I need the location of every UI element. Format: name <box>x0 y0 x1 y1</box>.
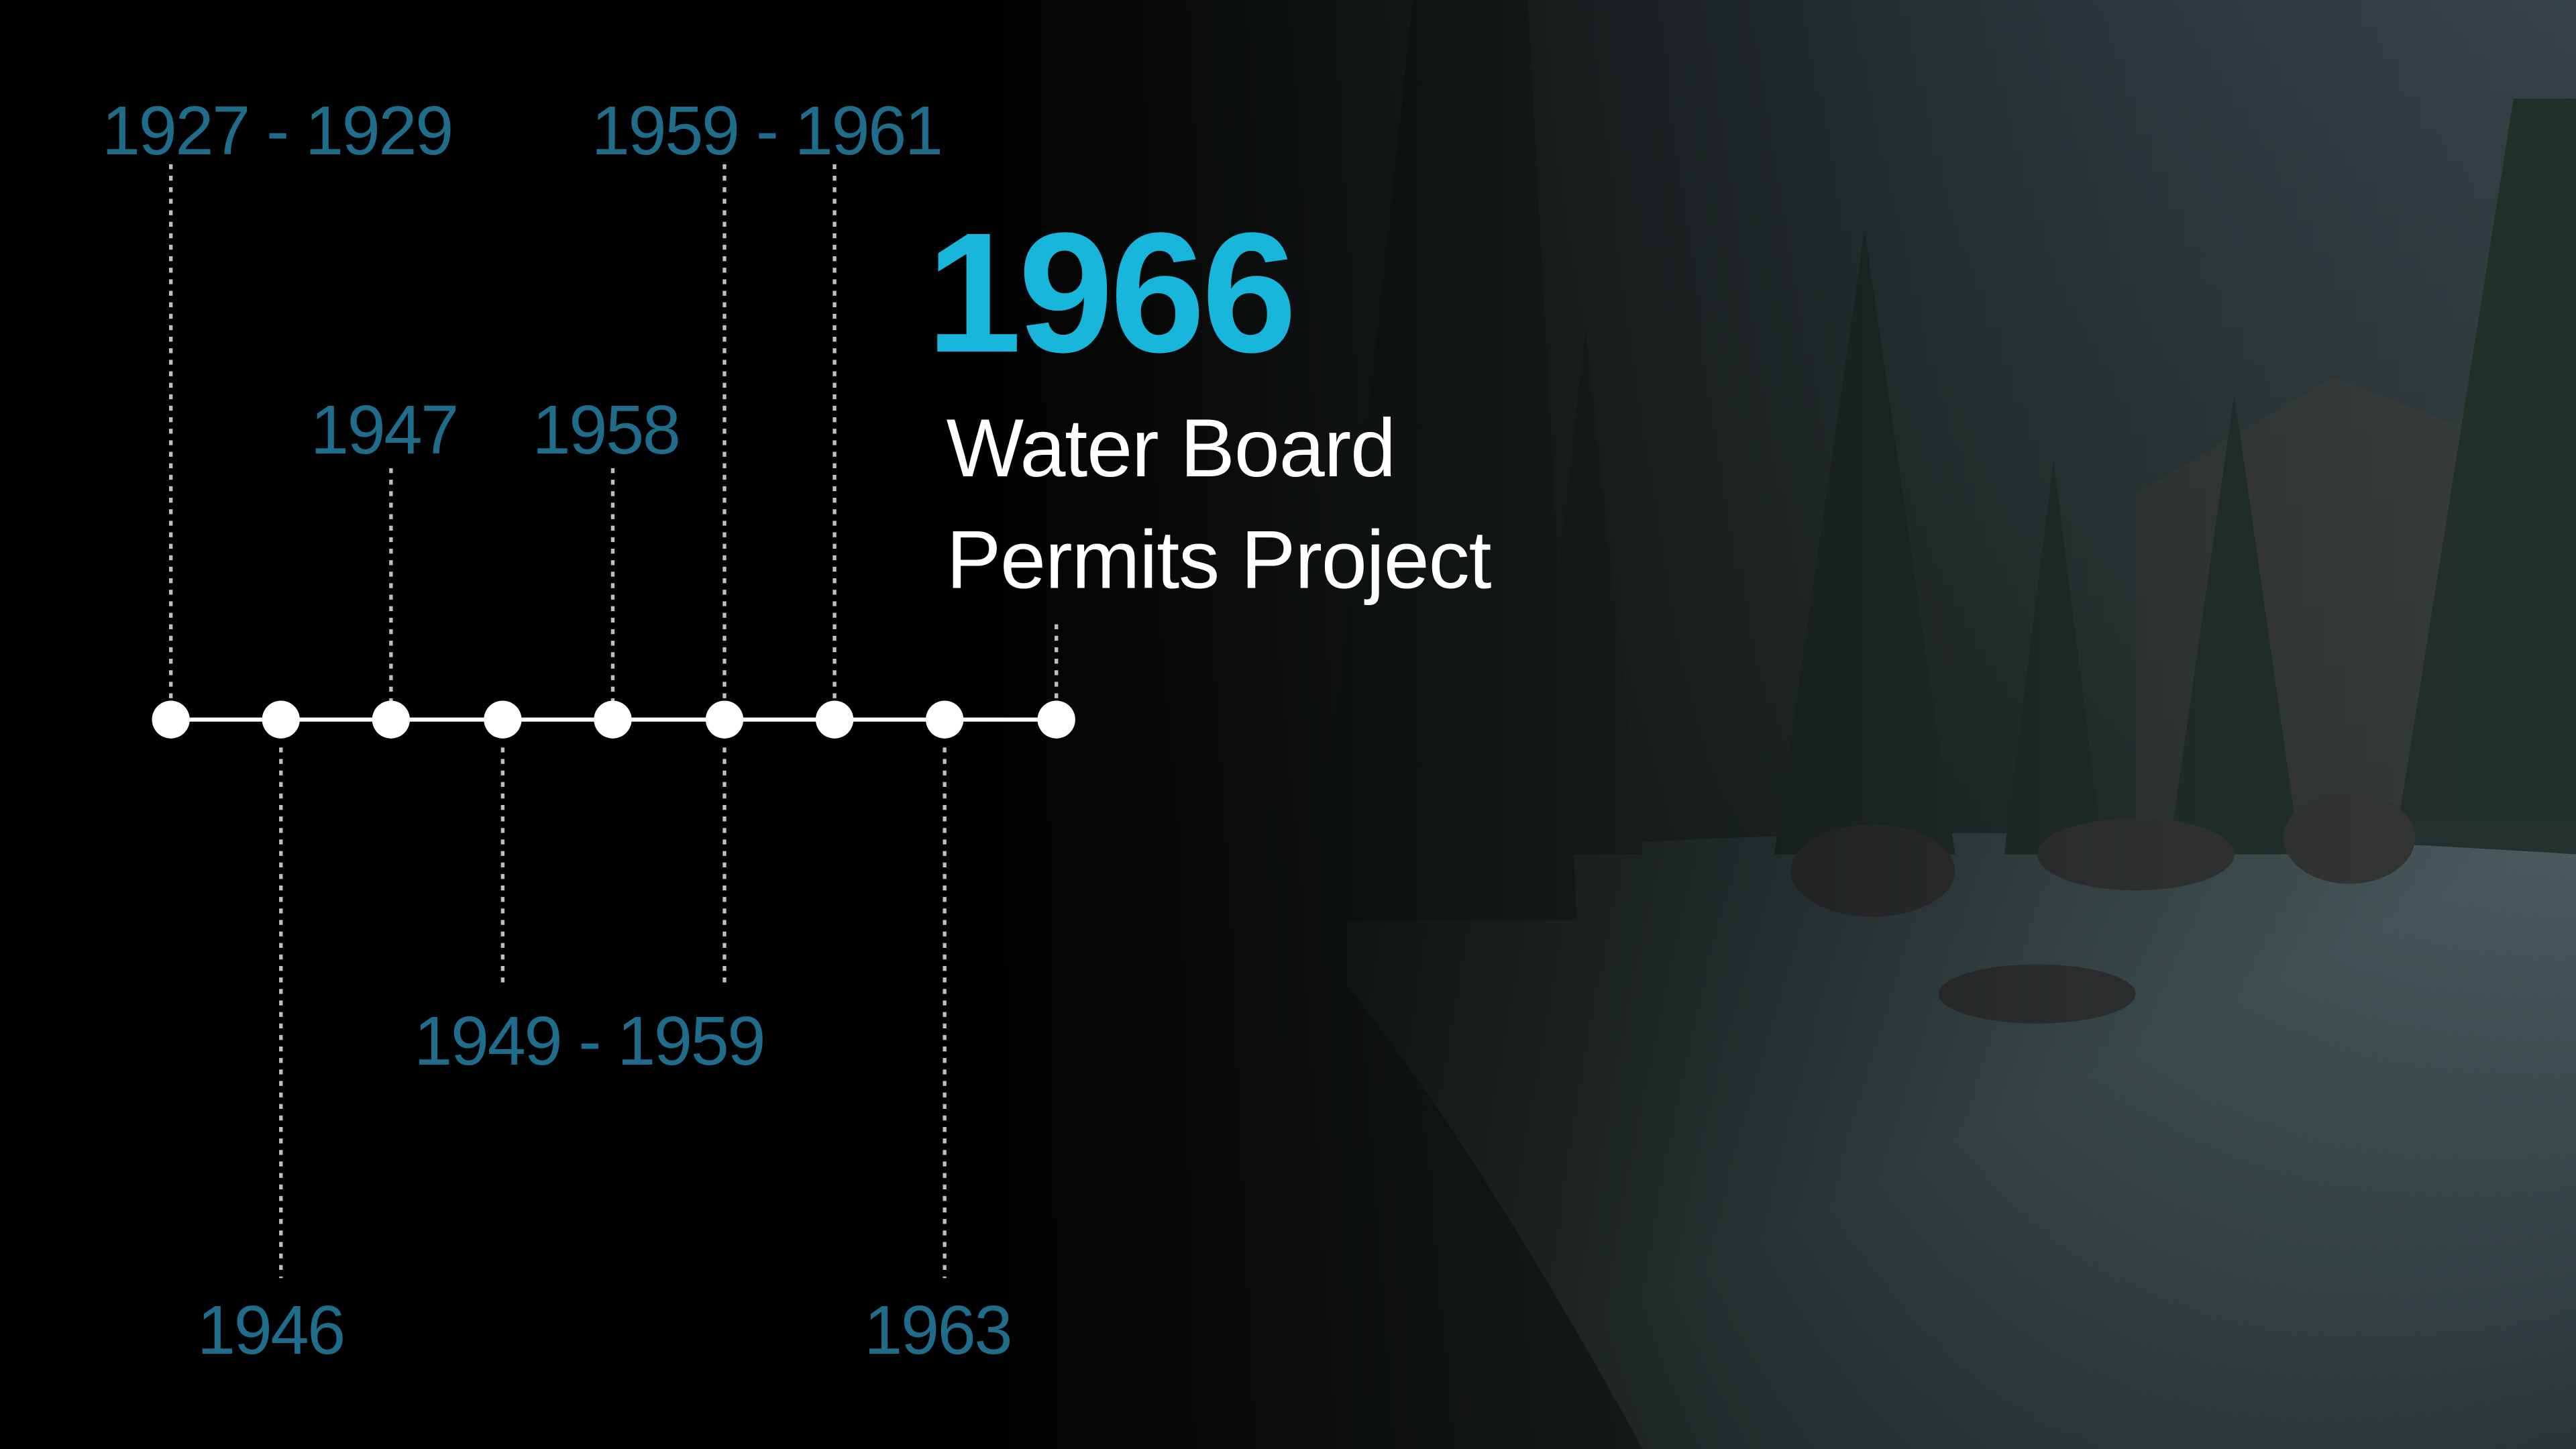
timeline-node <box>594 700 631 738</box>
timeline-node <box>706 700 743 738</box>
timeline-node <box>372 700 410 738</box>
timeline-node <box>152 700 190 738</box>
event-label: 1927 - 1929 <box>102 92 452 169</box>
event-label: 1958 <box>532 391 679 468</box>
page: 1927 - 1929 1946 1947 1949 - 1959 1958 1959 -… <box>0 0 2576 1449</box>
event-label: 1959 - 1961 <box>592 92 942 169</box>
highlight-title-line: Water Board <box>947 402 1395 494</box>
highlight-title-line: Permits Project <box>947 514 1492 606</box>
timeline-node <box>262 700 300 738</box>
timeline-node <box>816 700 853 738</box>
timeline-node <box>484 700 521 738</box>
event-label: 1963 <box>864 1291 1011 1368</box>
timeline-node <box>1038 700 1075 738</box>
slide: 1927 - 1929 1946 1947 1949 - 1959 1958 1959 -… <box>0 0 2576 1449</box>
event-label: 1946 <box>197 1291 344 1368</box>
event-label: 1949 - 1959 <box>414 1002 764 1079</box>
highlight-year: 1966 <box>926 197 1293 388</box>
timeline-node <box>926 700 963 738</box>
event-label: 1947 <box>311 391 458 468</box>
